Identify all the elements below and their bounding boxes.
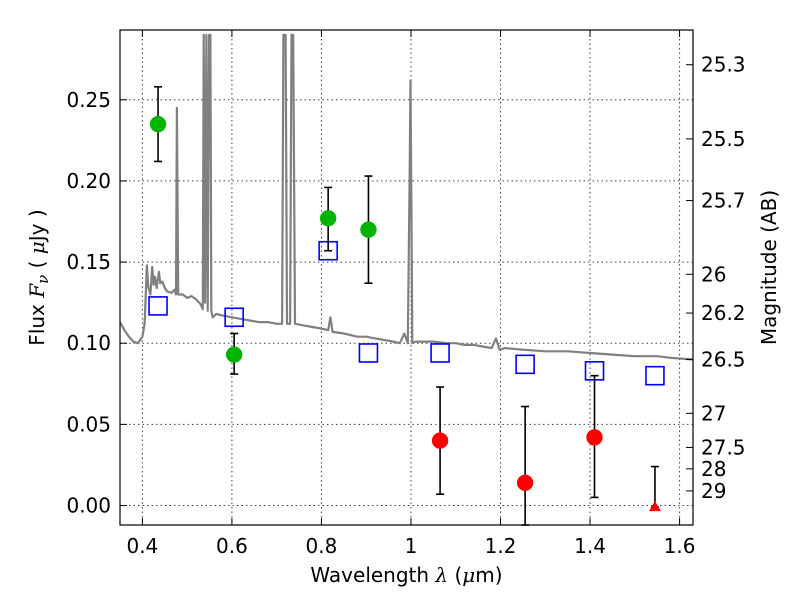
model-flux-square (430, 343, 450, 363)
right-tick-label: 28 (701, 457, 726, 481)
right-tick-label: 27 (701, 401, 726, 425)
right-tick-label: 26.5 (701, 347, 746, 371)
plot-frame (119, 29, 694, 526)
model-flux-square (148, 296, 168, 316)
observed-flux-circle (319, 210, 337, 227)
x-axis-label-unit-mu: μ (462, 563, 475, 587)
x-tick-label: 0.6 (216, 534, 248, 558)
y-axis-label-prefix: Flux (25, 298, 49, 346)
x-tick-label: 1.2 (485, 534, 517, 558)
right-tick-label: 25.5 (701, 127, 746, 151)
model-flux-square (515, 354, 535, 375)
y-axis-label: Flux Fν ( μJy ) (25, 209, 52, 345)
x-axis-label: Wavelength λ (μm) (310, 563, 502, 587)
y-axis-label-unit-mu: μ (25, 241, 49, 254)
x-axis-label-prefix: Wavelength (310, 563, 435, 587)
observed-flux-circle (149, 115, 167, 133)
x-axis-label-unit-rest: m) (475, 563, 502, 587)
data-points (148, 86, 665, 526)
x-tick-label: 0.8 (306, 534, 338, 558)
y-tick-label: 0.15 (66, 250, 111, 274)
observed-flux-circle (586, 429, 603, 446)
x-tick-label: 1.6 (664, 534, 696, 558)
y-tick-label: 0.05 (66, 412, 111, 436)
y-tick-label: 0.00 (66, 494, 111, 518)
right-tick-label: 26.2 (701, 301, 746, 325)
upper-limit-triangle (648, 501, 661, 512)
right-tick-label: 27.5 (701, 435, 746, 459)
y-axis-label-subscript: ν (34, 275, 52, 284)
y-tick-label: 0.20 (66, 169, 111, 193)
right-tick-label: 29 (701, 479, 726, 503)
observed-flux-circle (431, 432, 449, 449)
y-axis-label-unit-rest: Jy ) (25, 209, 49, 243)
model-flux-square (358, 343, 379, 363)
observed-flux-circle (225, 346, 243, 363)
y-tick-label: 0.10 (66, 331, 111, 355)
y-tick-label: 0.25 (66, 88, 111, 112)
x-tick-label: 1.4 (574, 534, 606, 558)
template-spectrum (120, 33, 693, 361)
y-axis-label-symbol: F (25, 283, 49, 299)
observed-flux-circle (516, 474, 534, 492)
y-axis-label-unit-open: ( (25, 254, 49, 275)
right-tick-label: 25.7 (701, 189, 746, 213)
spectrum-line (120, 33, 693, 361)
right-axis-label: Magnitude (AB) (757, 190, 781, 345)
x-tick-label: 0.4 (126, 534, 158, 558)
x-axis-label-unit-open: ( (448, 563, 462, 587)
model-flux-square (645, 365, 665, 386)
observed-flux-circle (360, 221, 377, 238)
model-flux-square (224, 307, 244, 328)
x-axis-label-symbol: λ (434, 563, 448, 587)
x-tick-label: 1 (405, 534, 418, 558)
right-tick-label: 25.3 (701, 53, 746, 77)
right-tick-label: 26 (701, 262, 726, 286)
axis-ticks: 0.4 0.6 0.8 1 1.2 1.4 1.6 0.00 0.05 0.10 0.15 0.20 0… (66, 30, 746, 558)
